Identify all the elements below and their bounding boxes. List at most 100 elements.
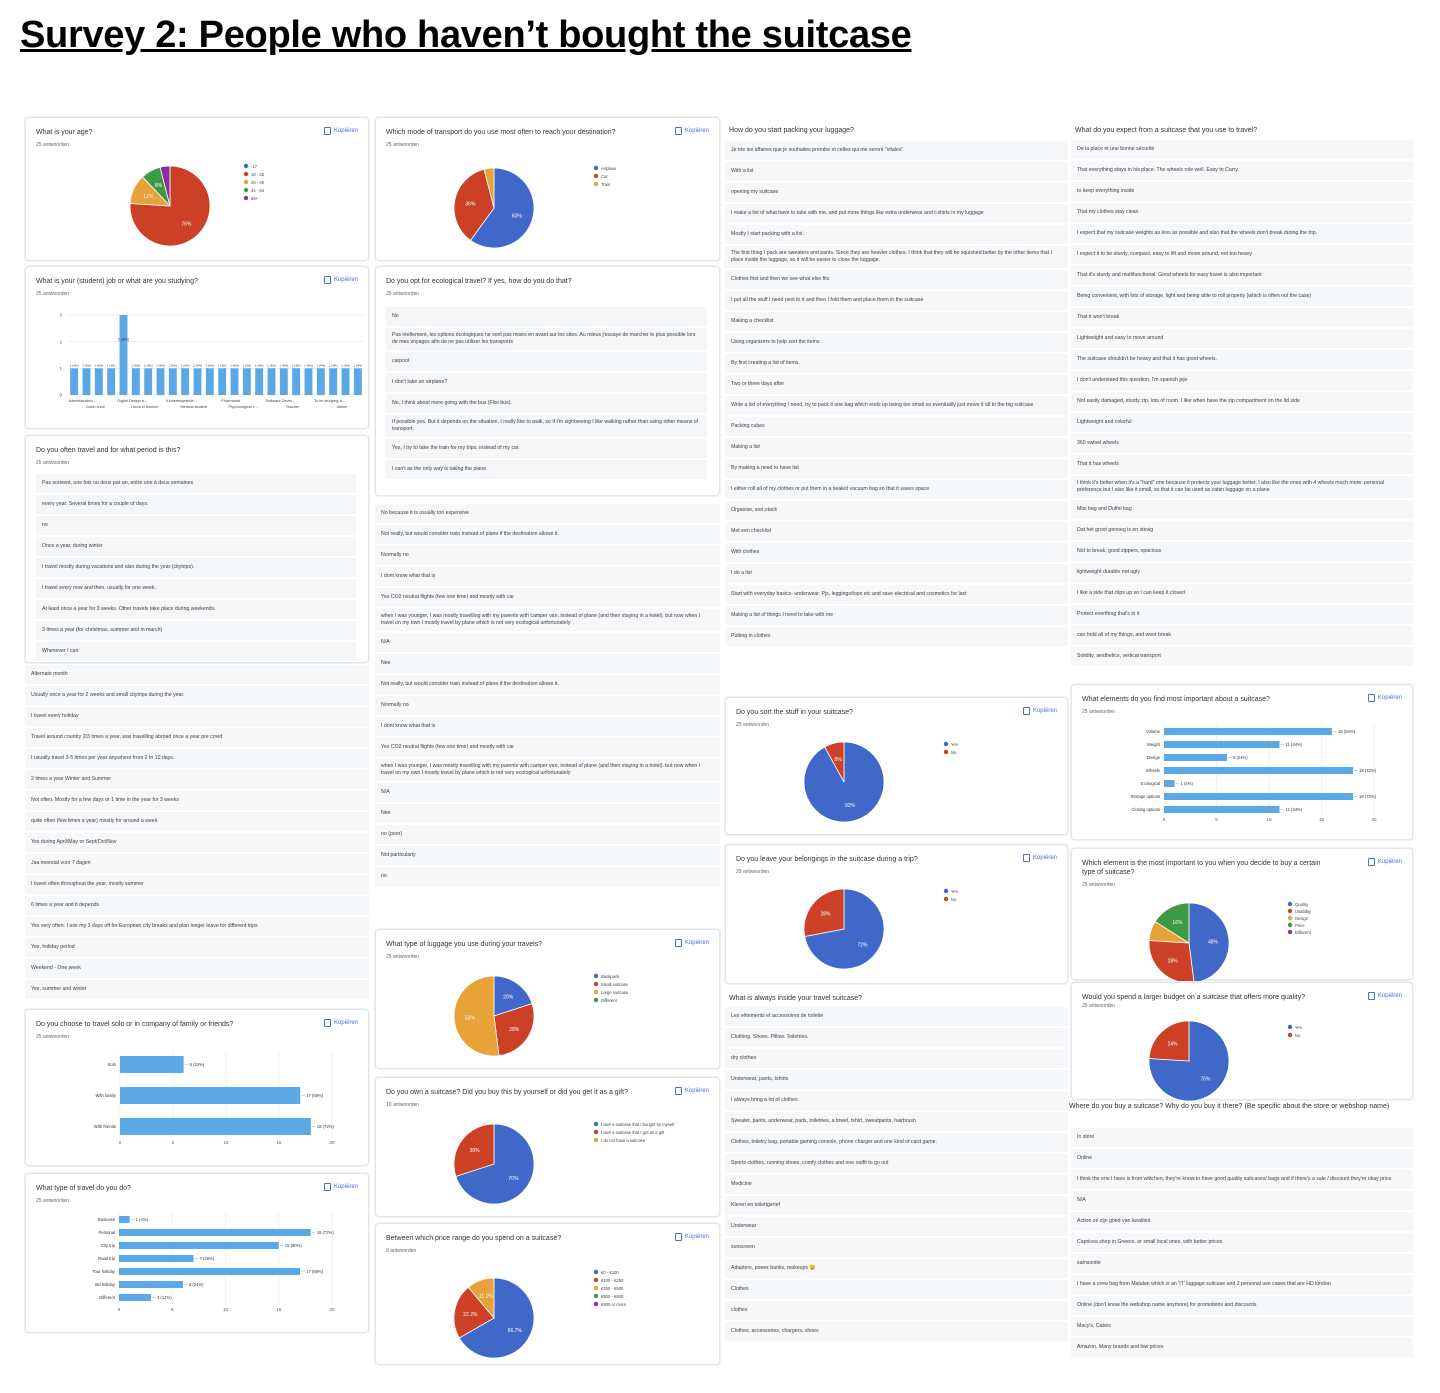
copy-button[interactable]: Kopiëren (323, 127, 358, 135)
legend-label: Usability (1295, 909, 1312, 914)
question: What is your (student) job or what are y… (36, 278, 198, 285)
where-buy-question: Where do you buy a suitcase? Why do you … (1069, 1103, 1390, 1110)
bar (131, 368, 140, 395)
response-item: Not to break, good zippers, spacious (1071, 542, 1413, 561)
copy-button[interactable]: Kopiëren (674, 1087, 709, 1095)
axis-tick: 20 (329, 1140, 335, 1145)
response-item: when I was younger, I was mostly travell… (375, 759, 720, 781)
bar-value-label: 1 (4%) (292, 363, 301, 367)
response-item: Dat het groot genoeg is en stevig (1071, 521, 1413, 540)
pie-slice (493, 975, 533, 1017)
copy-icon (1022, 707, 1030, 715)
response-item: N/A (375, 633, 720, 652)
bar-value-label: 1 (4%) (353, 363, 362, 367)
copy-button[interactable]: Kopiëren (674, 127, 709, 135)
response-item: every year. Several times for a couple o… (36, 495, 356, 514)
page-title: Survey 2: People who haven’t bought the … (20, 14, 912, 56)
category-label: Ski holiday (95, 1282, 116, 1287)
question: Do you leave your belongings in the suit… (736, 856, 918, 863)
response-item: Mini bag and Duffel bag (1071, 500, 1413, 519)
response-item: Je trie les affaires que je souhaites pr… (725, 141, 1068, 160)
response-item: Online (don't know the webshop name anym… (1071, 1296, 1413, 1315)
response-item: By first creating a list of items. (725, 354, 1068, 373)
response-item: Packing cubes (725, 417, 1068, 436)
bar (242, 368, 251, 395)
legend-label: Yes (951, 742, 958, 747)
response-item: With clothes (725, 543, 1068, 562)
response-item: N/A (375, 783, 720, 802)
response-item: clothes (725, 1301, 1068, 1320)
question: What elements do you find most important… (1082, 696, 1270, 703)
bar (205, 368, 214, 395)
copy-button[interactable]: Kopiëren (323, 1183, 358, 1191)
pie-slice (1188, 902, 1230, 984)
pie-slice (803, 888, 845, 937)
response-item: I expect that my suitcase weights as les… (1071, 224, 1413, 243)
copy-button[interactable]: Kopiëren (1022, 707, 1057, 715)
response-item: Yes CO2 neutral flights (few one time) a… (375, 588, 720, 607)
response-item: Amazon. Many brands and low prices (1071, 1338, 1413, 1357)
response-item: Write a list of everything I need, try t… (725, 396, 1068, 415)
bar-value-label: 1 (4%) (82, 363, 91, 367)
bar-value-label: 1 (4%) (255, 363, 264, 367)
legend-dot (593, 1285, 599, 1291)
copy-button[interactable]: Kopiëren (1022, 854, 1057, 862)
pie-slice (453, 1286, 495, 1339)
packing-question: How do you start packing your luggage? (729, 127, 854, 134)
copy-button[interactable]: Kopiëren (323, 1019, 358, 1027)
legend-dot (243, 171, 249, 177)
response-item: no (36, 516, 356, 535)
question: What is your age? (36, 129, 93, 136)
copy-button[interactable]: Kopiëren (674, 939, 709, 947)
response-item: If possible yes. But it depends on the s… (386, 415, 707, 437)
axis-tick: 2 (59, 339, 62, 344)
copy-button[interactable]: Kopiëren (1367, 992, 1402, 1000)
bar (304, 368, 313, 395)
legend-label: No (951, 897, 957, 902)
legend-label: Backpack (601, 974, 620, 979)
response-item: 2 times a year Winter and Summer (25, 770, 369, 789)
category-label: Different (99, 1295, 116, 1300)
response-count: 25 antwoorden (1082, 882, 1116, 888)
copy-icon (1367, 992, 1375, 1000)
bar-value-label: 1 (4%) (107, 363, 116, 367)
copy-button[interactable]: Kopiëren (674, 1233, 709, 1241)
response-item: The first thing I pack are sweaters and … (725, 246, 1068, 268)
response-item: Weekend - One week (25, 959, 369, 978)
response-item: I travel often throughout the year, most… (25, 875, 369, 894)
category-label: Cabin crew (86, 405, 105, 409)
solo-bar-chart: 0 5 10 15 20 Solo 6 (24%) With family 17 (68%) Wi… (94, 1052, 335, 1145)
category-label: Volume (1146, 729, 1161, 734)
question: Between which price range do you spend o… (386, 1235, 562, 1242)
legend-dot (593, 981, 599, 987)
copy-button[interactable]: Kopiëren (1367, 858, 1402, 866)
copy-icon (674, 1233, 682, 1241)
response-item: lightweight durable not ugly (1071, 563, 1413, 582)
bar-value-label: 1 (4%) (94, 363, 103, 367)
response-item: No, I think about more going with the bu… (386, 394, 707, 413)
question: Which mode of transport do you use most … (386, 129, 616, 136)
bar-value-label: 16 (64%) (1338, 729, 1356, 734)
travel-period-more-responses: Alternate month Usually once a year for 2… (25, 665, 369, 1001)
transport-pie-chart: 60% 36% Airplane Car Train (453, 165, 617, 249)
packing-responses: Je trie les affaires que je souhaites pr… (725, 141, 1068, 648)
response-item: Online (1071, 1149, 1413, 1168)
response-item: I put all the stuff I need next to it an… (725, 291, 1068, 310)
copy-button[interactable]: Kopiëren (1367, 694, 1402, 702)
transport-card: Which mode of transport do you use most … (375, 117, 720, 261)
response-count: 25 antwoorden (36, 1198, 70, 1204)
response-item: Lightweight and colorful (1071, 413, 1413, 432)
pie-slice (1154, 902, 1190, 944)
legend-dot (593, 1277, 599, 1283)
response-item: That it has wheels (1071, 455, 1413, 474)
luggage-type-card: What type of luggage you use during your… (375, 929, 720, 1069)
bar (107, 368, 116, 395)
slice-label: 11.1% (479, 1293, 493, 1299)
category-label: City trip (101, 1243, 116, 1248)
response-item: That it's sturdy and multifunctional. Go… (1071, 266, 1413, 285)
response-item: Jaa meestal voor 7 dagen (25, 854, 369, 873)
copy-button[interactable]: Kopiëren (323, 276, 358, 284)
response-item: Macy's, Cabes (1071, 1317, 1413, 1336)
response-item: Yes very often. I use my 3 days off for … (25, 917, 369, 936)
response-item: I think it's better when it's a "hard" o… (1071, 476, 1413, 498)
